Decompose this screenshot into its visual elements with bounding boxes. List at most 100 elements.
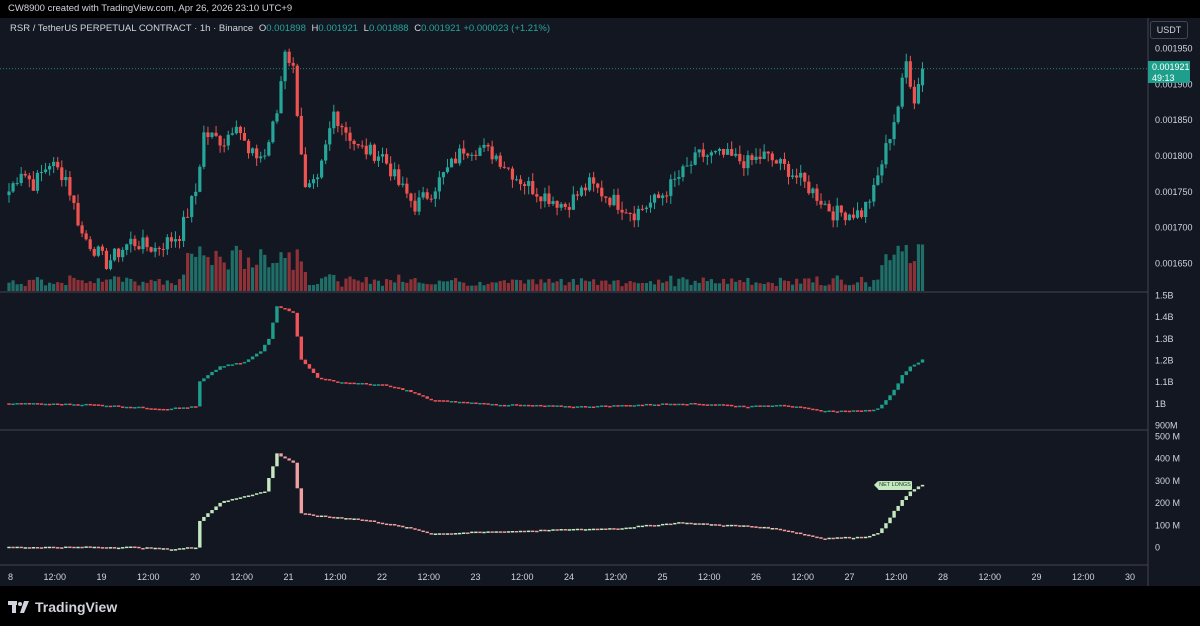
- candle-body: [96, 246, 100, 256]
- open-interest-pane[interactable]: [7, 306, 925, 413]
- oi-bar: [35, 403, 40, 405]
- price-pane[interactable]: [0, 48, 1148, 291]
- volume-bar: [795, 278, 799, 291]
- candle-body: [336, 111, 340, 126]
- volume-bar: [437, 280, 441, 291]
- candle-body: [803, 172, 807, 182]
- net-longs-bar: [660, 523, 665, 526]
- oi-bar: [770, 405, 774, 408]
- oi-bar: [149, 408, 153, 410]
- net-longs-bar: [551, 529, 555, 531]
- candle-body: [283, 51, 287, 82]
- tradingview-logo[interactable]: TradingView: [8, 598, 117, 616]
- volume-bar: [96, 278, 100, 291]
- time-tick-label: 12:00: [698, 572, 721, 582]
- candle-body: [693, 152, 697, 165]
- oi-bar: [181, 407, 186, 409]
- net-longs-pane[interactable]: [7, 453, 925, 551]
- volume-bar: [474, 285, 478, 291]
- net-longs-bar: [466, 532, 470, 534]
- candle-body: [498, 155, 502, 167]
- volume-bar: [908, 263, 912, 291]
- candle-body: [604, 196, 608, 198]
- candle-body: [165, 237, 169, 250]
- net-longs-bar: [165, 548, 170, 550]
- net-longs-bar: [518, 530, 523, 533]
- net-longs-bar: [84, 546, 88, 548]
- volume-bar: [230, 250, 234, 291]
- net-longs-bar: [665, 523, 669, 526]
- oi-bar: [380, 384, 385, 386]
- oi-bar: [141, 406, 145, 409]
- candle-body: [397, 169, 401, 185]
- net-longs-bar: [336, 517, 340, 519]
- open-label: O: [258, 23, 267, 34]
- volume-bar: [449, 280, 454, 291]
- net-longs-bar: [226, 500, 230, 502]
- oi-bar: [583, 406, 588, 408]
- volume-bar: [673, 286, 677, 291]
- volume-bar: [652, 284, 657, 291]
- volume-bar: [117, 276, 121, 291]
- volume-bar: [389, 280, 393, 291]
- oi-bar: [799, 406, 803, 408]
- oi-bar: [543, 405, 547, 408]
- volume-bar: [348, 276, 352, 291]
- volume-bar: [356, 280, 360, 291]
- volume-bar: [636, 283, 640, 291]
- net-longs-bar: [125, 546, 129, 549]
- volume-bar: [916, 244, 921, 291]
- net-longs-bar: [380, 522, 385, 525]
- candle-body: [376, 156, 381, 161]
- time-tick-label: 23: [470, 572, 480, 582]
- candle-body: [389, 163, 393, 177]
- candle-body: [112, 248, 117, 261]
- volume-bar: [137, 285, 141, 291]
- oi-bar: [226, 364, 230, 367]
- net-longs-bar: [648, 524, 653, 527]
- oi-bar: [275, 306, 279, 323]
- oi-bar: [591, 406, 596, 409]
- volume-bar: [734, 281, 738, 291]
- net-longs-bar: [677, 522, 681, 524]
- net-longs-bar: [153, 547, 157, 550]
- net-longs-tick-label: 200 M: [1155, 498, 1180, 508]
- oi-bar: [656, 404, 661, 406]
- candle-body: [920, 68, 925, 86]
- candle-body: [263, 155, 267, 157]
- oi-bar: [72, 404, 76, 406]
- candle-body: [315, 177, 320, 180]
- volume-bar: [234, 245, 238, 291]
- currency-button[interactable]: USDT: [1150, 21, 1188, 39]
- candle-body: [713, 150, 718, 153]
- time-tick-label: 20: [190, 572, 200, 582]
- net-longs-bar: [669, 523, 673, 526]
- candle-body: [559, 203, 563, 208]
- volume-bar: [880, 265, 884, 291]
- candle-body: [474, 154, 478, 156]
- candle-body: [214, 132, 218, 136]
- oi-bar: [116, 405, 121, 407]
- candle-body: [23, 173, 27, 176]
- price-tick-label: 0.001700: [1155, 223, 1193, 233]
- volume-bar: [364, 277, 368, 291]
- net-longs-bar: [413, 528, 417, 530]
- volume-bar: [920, 244, 925, 291]
- net-longs-bar: [859, 536, 864, 539]
- candle-body: [872, 184, 876, 202]
- net-longs-bar: [161, 548, 165, 550]
- candle-body: [616, 194, 620, 210]
- net-longs-bar: [23, 547, 27, 549]
- net-longs-bar: [904, 496, 908, 500]
- net-longs-bar: [453, 533, 458, 535]
- candle-body: [121, 249, 125, 258]
- candle-body: [839, 205, 843, 213]
- candle-body: [880, 164, 884, 176]
- net-longs-bar: [194, 547, 198, 550]
- symbol-title[interactable]: RSR / TetherUS PERPETUAL CONTRACT · 1h ·…: [10, 23, 254, 34]
- candle-body: [709, 152, 713, 156]
- net-longs-bar: [624, 527, 628, 530]
- volume-bar: [835, 275, 839, 291]
- oi-bar: [494, 403, 498, 406]
